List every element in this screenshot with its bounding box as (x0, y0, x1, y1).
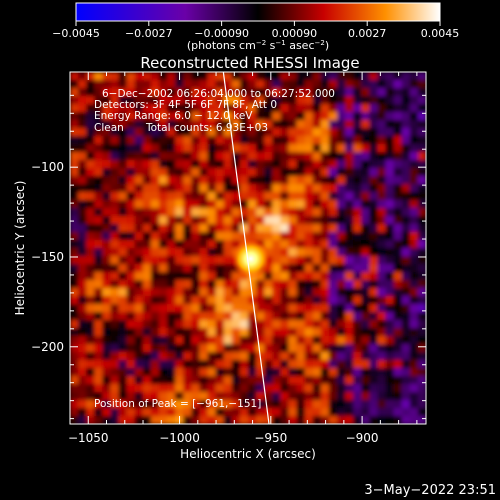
plot-frame (69, 71, 427, 425)
x-tick-label: −1000 (159, 431, 200, 445)
heatmap-area (70, 72, 426, 424)
annotation-energy: Energy Range: 6.0 − 12.0 keV (94, 110, 253, 122)
colorbar-tick-label: −0.0027 (125, 27, 173, 40)
x-tick-label: −1050 (68, 431, 109, 445)
annotation-detectors: Detectors: 3F 4F 5F 6F 7F 8F, Att 0 (94, 99, 277, 111)
y-axis-label: Heliocentric Y (arcsec) (13, 181, 27, 316)
y-tick-label: −100 (31, 160, 64, 174)
colorbar-units: (photons cm−2 s−1 asec−2) (187, 39, 329, 52)
footer-date: 3−May−2022 23:51 (364, 483, 496, 498)
colorbar (75, 2, 441, 22)
peak-source (230, 238, 271, 279)
y-tick-label: −150 (31, 250, 64, 264)
x-tick-label: −900 (346, 431, 379, 445)
x-axis-ticks: −1050 −1000 −950 −900 (68, 72, 418, 445)
colorbar-ticks: −0.0045 −0.0027 −0.00090 0.00090 0.0027 0.004… (52, 21, 459, 40)
y-tick-label: −200 (31, 340, 64, 354)
y-axis-ticks: −100 −150 −200 (31, 94, 426, 420)
annotation-peak-position: Position of Peak = [−961,−151] (94, 398, 261, 410)
colorbar-tick-label: 0.00090 (272, 27, 318, 40)
colorbar-tick-label: 0.0027 (348, 27, 387, 40)
solar-limb-line (222, 72, 270, 424)
annotation-counts: Total counts: 6.93E+03 (145, 122, 268, 134)
annotation-time-range: 6−Dec−2002 06:26:04.000 to 06:27:52.000 (102, 88, 335, 100)
chart-title: Reconstructed RHESSI Image (140, 54, 359, 72)
x-axis-label: Heliocentric X (arcsec) (180, 447, 316, 461)
colorbar-tick-label: 0.0045 (421, 27, 460, 40)
colorbar-tick-label: −0.0045 (52, 27, 100, 40)
x-tick-label: −950 (254, 431, 287, 445)
colorbar-tick-label: −0.00090 (194, 27, 249, 40)
annotation-method: Clean (94, 122, 124, 134)
